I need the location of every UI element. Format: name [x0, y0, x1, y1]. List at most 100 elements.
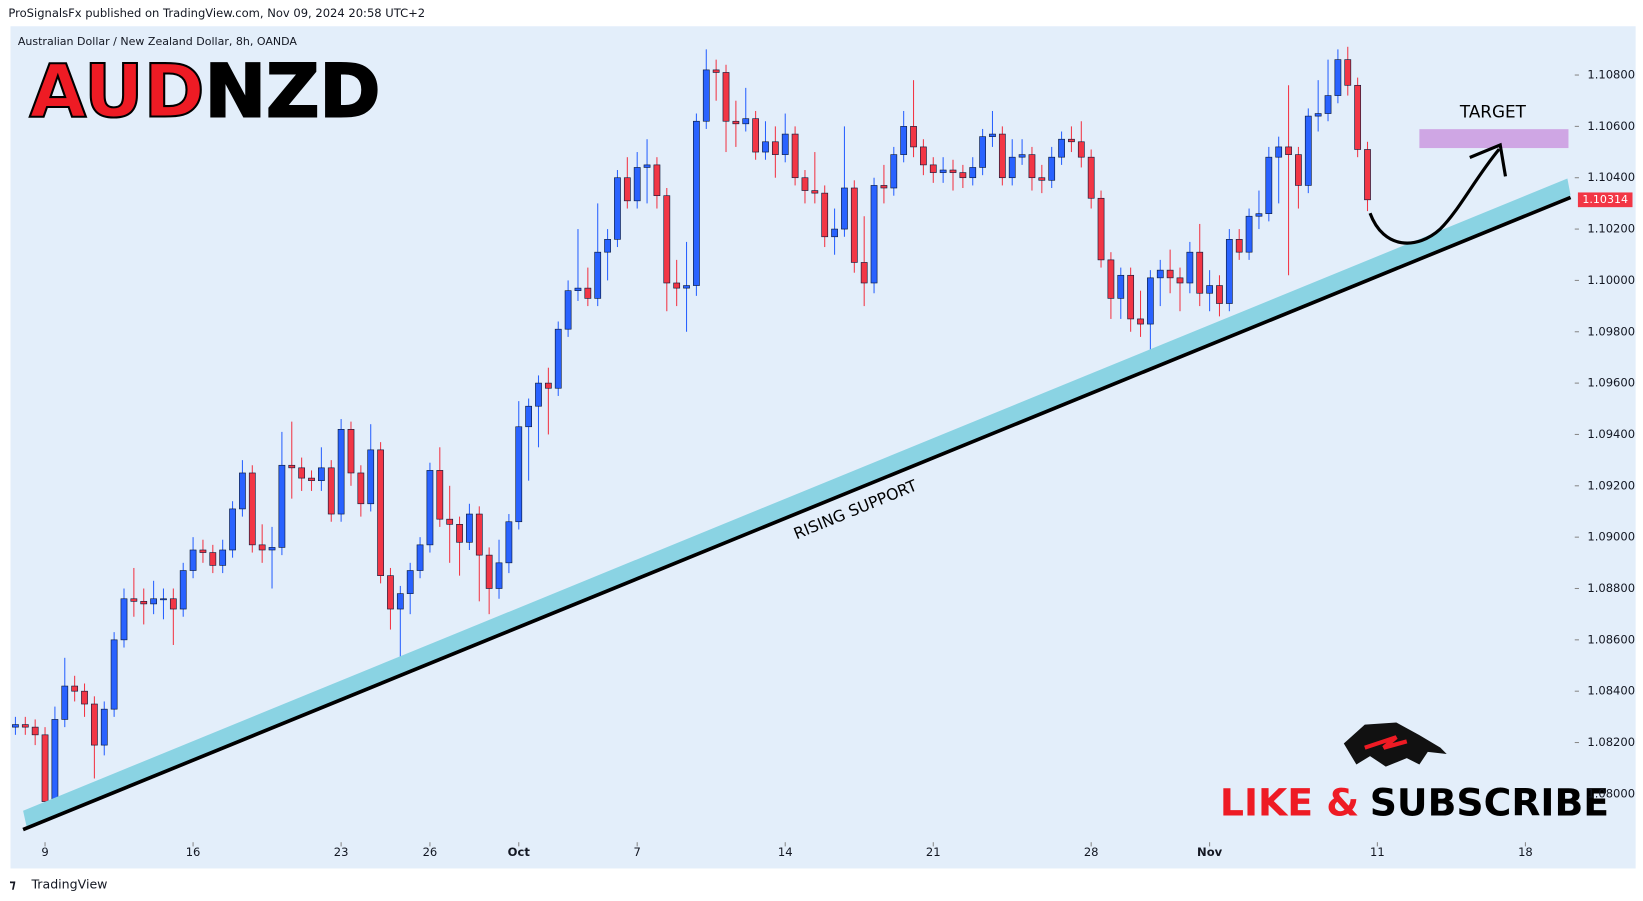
candle-body	[1077, 141, 1085, 158]
candle-body	[1186, 251, 1194, 284]
header: ProSignalsFx published on TradingView.co…	[8, 6, 425, 20]
y-tick-label: 1.08800	[1587, 581, 1635, 595]
candle-body	[495, 562, 503, 589]
candle-body	[327, 467, 335, 515]
target-box	[1419, 129, 1569, 149]
y-tick-label: 1.08600	[1587, 632, 1635, 646]
candle-body	[515, 426, 523, 523]
candle-body	[604, 239, 611, 253]
x-tick-label: 7	[634, 845, 641, 859]
x-tick-label: Nov	[1197, 845, 1223, 859]
candle-body	[219, 549, 227, 566]
candle-body	[594, 251, 602, 299]
candle-body	[475, 513, 483, 556]
candle-body	[1314, 113, 1322, 117]
candle-body	[1196, 251, 1204, 294]
candle-body	[1324, 95, 1332, 114]
x-tick-label: 21	[926, 845, 941, 859]
candle-body	[1235, 239, 1243, 253]
candle-body	[61, 685, 69, 720]
candle-body	[554, 328, 562, 389]
candle-body	[643, 164, 651, 168]
candle-body	[752, 118, 759, 153]
candle-body	[574, 287, 582, 292]
candle-body	[21, 724, 29, 728]
candles	[12, 46, 1579, 847]
candle-body	[456, 523, 463, 543]
candle-body	[821, 192, 829, 238]
last-price-label: 1.10314	[1582, 193, 1628, 206]
y-tick-label: 1.08000	[1587, 786, 1635, 800]
support-band	[23, 178, 1571, 830]
candle-body	[742, 118, 750, 125]
y-tick-label: 1.08400	[1587, 684, 1635, 698]
candle-body	[81, 690, 88, 705]
candle-body	[989, 133, 996, 137]
y-tick-label: 1.10800	[1587, 68, 1635, 82]
candle-body	[318, 467, 325, 481]
candle-body	[426, 470, 434, 546]
candle-body	[1334, 59, 1342, 96]
candle-body	[12, 724, 19, 728]
candle-body	[41, 734, 49, 802]
candle-body	[841, 187, 848, 230]
candle-body	[150, 598, 157, 605]
candle-body	[140, 601, 148, 605]
candle-body	[890, 154, 898, 189]
candle-body	[831, 228, 838, 238]
candle-body	[969, 167, 977, 179]
candle-body	[396, 593, 404, 610]
candle-body	[189, 549, 197, 571]
candle-body	[1058, 138, 1065, 158]
candle-body	[31, 726, 39, 736]
candle-body	[1028, 154, 1036, 179]
bull-logo-stripe	[1364, 735, 1408, 750]
candle-body	[1255, 213, 1263, 217]
candle-body	[801, 177, 809, 191]
x-tick-label: 18	[1518, 845, 1533, 859]
candle-body	[120, 598, 128, 641]
candle-body	[860, 262, 868, 284]
arrow-head	[1469, 142, 1508, 177]
y-tick-label: 1.09800	[1587, 324, 1635, 338]
footer-icon: ⁊	[9, 877, 15, 892]
cta: LIKE & SUBSCRIBE	[1220, 780, 1609, 824]
candle-body	[298, 467, 306, 479]
candle-body	[91, 703, 98, 746]
candle-body	[584, 287, 592, 299]
candle-body	[179, 570, 187, 610]
candle-body	[347, 429, 355, 474]
candle-body	[130, 598, 138, 602]
support-line	[22, 195, 1572, 832]
cta-like: LIKE &	[1220, 780, 1359, 824]
candle-body	[614, 177, 621, 240]
candle-body	[771, 141, 779, 155]
candle-body	[199, 549, 207, 553]
candle-body	[406, 570, 414, 594]
candle-body	[288, 464, 296, 469]
candle-body	[1304, 115, 1312, 186]
title-aud: AUD	[29, 50, 204, 135]
candle-body	[959, 172, 967, 179]
candle-body	[880, 185, 888, 189]
candle-body	[169, 598, 177, 610]
y-tick-label: 1.09600	[1587, 376, 1635, 390]
candle-body	[949, 169, 957, 173]
candle-body	[377, 449, 384, 576]
candle-body	[929, 164, 937, 173]
candle-body	[446, 518, 454, 525]
candle-body	[416, 544, 424, 571]
candle-body	[337, 429, 345, 515]
candle-body	[683, 285, 690, 289]
candle-body	[1038, 177, 1046, 181]
candle-body	[1127, 274, 1135, 320]
target-label: TARGET	[1459, 101, 1527, 121]
candle-body	[633, 167, 641, 202]
candle-body	[357, 472, 365, 505]
y-tick-label: 1.08200	[1587, 735, 1635, 749]
candle-body	[505, 521, 513, 564]
y-tick-label: 1.10400	[1587, 170, 1635, 184]
x-tick-label: 14	[778, 845, 793, 859]
candle-body	[663, 195, 671, 284]
